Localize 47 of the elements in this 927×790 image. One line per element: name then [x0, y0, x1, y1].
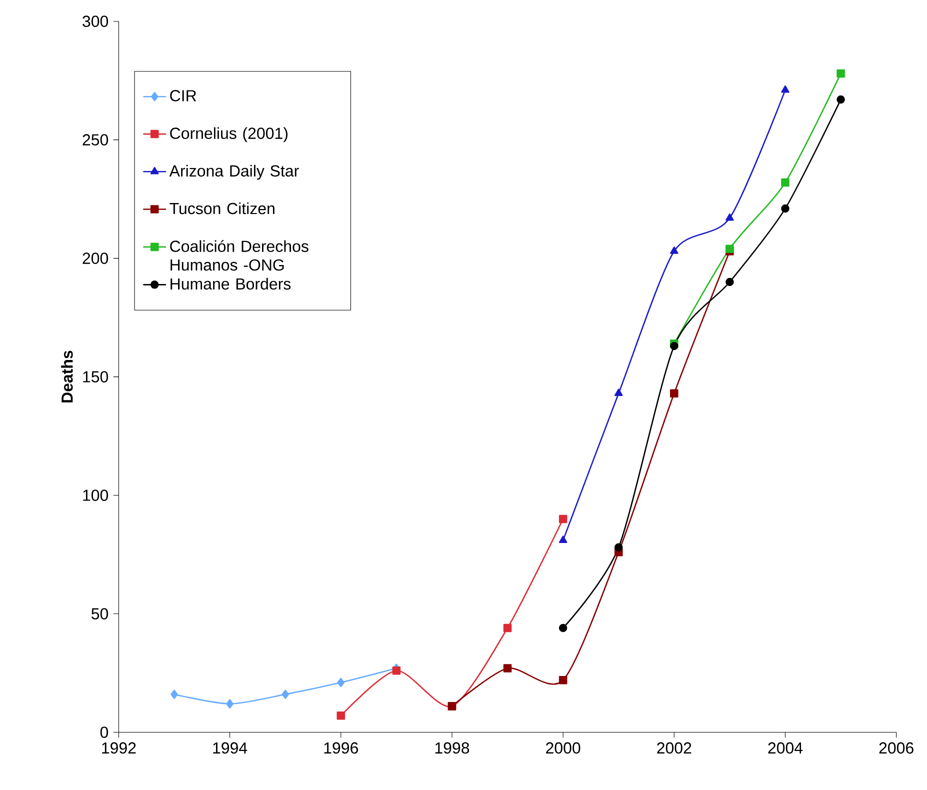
- point: [282, 690, 290, 700]
- legend-label: CIR: [170, 90, 196, 102]
- point: [614, 388, 623, 396]
- point: [726, 214, 734, 221]
- y-tick-label: 100: [83, 490, 108, 502]
- x-tick-label: 1996: [324, 742, 358, 754]
- y-axis-title: Deaths: [61, 350, 73, 403]
- x-tick-label: 2006: [879, 742, 914, 754]
- point: [336, 712, 346, 720]
- point: [670, 342, 678, 350]
- point: [670, 246, 678, 254]
- point: [781, 86, 790, 93]
- y-tick-label: 50: [92, 608, 108, 620]
- point: [226, 699, 234, 709]
- x-tick-label: 1994: [213, 742, 248, 754]
- point: [558, 676, 568, 684]
- point: [503, 664, 512, 673]
- point: [726, 278, 734, 286]
- point: [726, 244, 734, 254]
- x-tick-label: 2002: [657, 742, 692, 754]
- y-tick-label: 0: [100, 726, 108, 738]
- y-tick-label: 250: [82, 134, 108, 146]
- x-tick-label: 2000: [546, 742, 580, 754]
- point: [781, 178, 790, 187]
- point: [781, 204, 790, 213]
- x-tick-label: 1992: [102, 742, 136, 754]
- y-tick-label: 200: [82, 252, 108, 264]
- point: [503, 624, 512, 632]
- legend-label: Cornelius (2001): [170, 127, 288, 142]
- point: [170, 690, 178, 700]
- point: [836, 96, 845, 104]
- point: [614, 543, 623, 552]
- point: [558, 536, 568, 544]
- point: [836, 70, 845, 78]
- legend-label: Tucson Citizen: [170, 202, 274, 214]
- point: [392, 666, 401, 675]
- point: [558, 515, 568, 524]
- point: [337, 678, 345, 688]
- x-tick-label: 1998: [435, 742, 470, 754]
- legend-label: Arizona Daily Star: [169, 165, 299, 180]
- x-tick-label: 2004: [768, 742, 803, 754]
- y-tick-label: 150: [83, 371, 108, 383]
- legend-label: Coalición Derechos Humanos -ONG: [170, 240, 308, 271]
- legend-label: Humane Borders: [170, 278, 291, 290]
- y-tick-label: 300: [82, 16, 108, 28]
- point: [670, 389, 678, 398]
- point: [558, 624, 568, 632]
